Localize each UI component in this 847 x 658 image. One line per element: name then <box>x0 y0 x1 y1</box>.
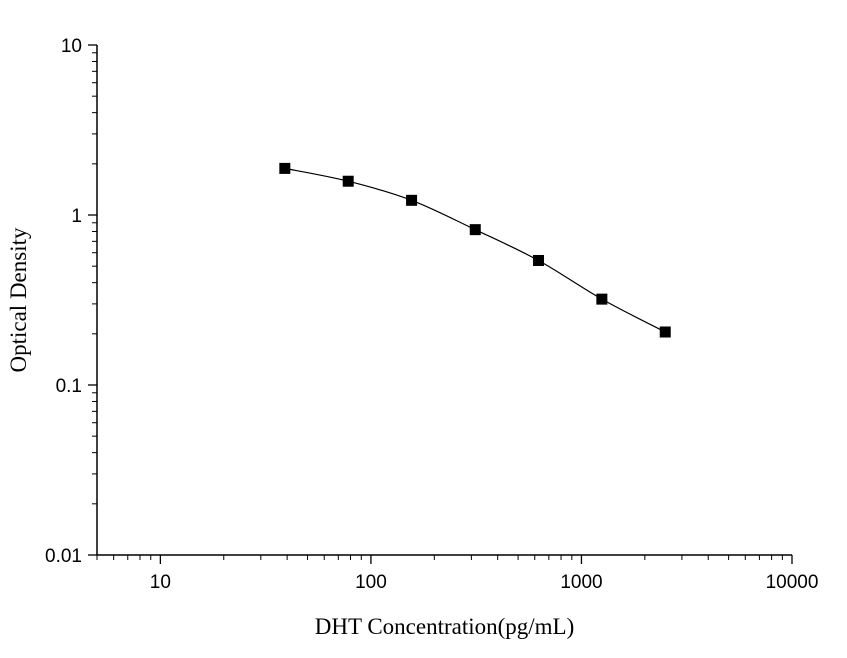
fit-curve-line <box>284 167 666 333</box>
data-point <box>342 175 354 187</box>
x-tick-label: 100 <box>355 572 387 593</box>
tick-labels: 10 100 1000 10000 0.01 0.1 1 10 <box>45 36 818 593</box>
y-tick-label: 10 <box>61 36 82 57</box>
x-tick-label: 10 <box>150 572 171 593</box>
y-axis-title: Optical Density <box>6 227 31 372</box>
y-tick-label: 0.1 <box>56 376 82 397</box>
data-point <box>659 326 671 338</box>
data-point <box>532 254 544 266</box>
y-tick-label: 0.01 <box>45 546 82 567</box>
axes <box>96 45 792 556</box>
data-point <box>279 162 291 174</box>
data-points <box>279 162 671 338</box>
y-tick-label: 1 <box>71 206 82 227</box>
data-point <box>469 224 481 236</box>
ticks <box>88 44 793 564</box>
data-point <box>406 194 418 206</box>
x-axis-title: DHT Concentration(pg/mL) <box>315 614 575 639</box>
data-point <box>596 293 608 305</box>
x-tick-label: 10000 <box>766 572 819 593</box>
x-tick-label: 1000 <box>560 572 602 593</box>
